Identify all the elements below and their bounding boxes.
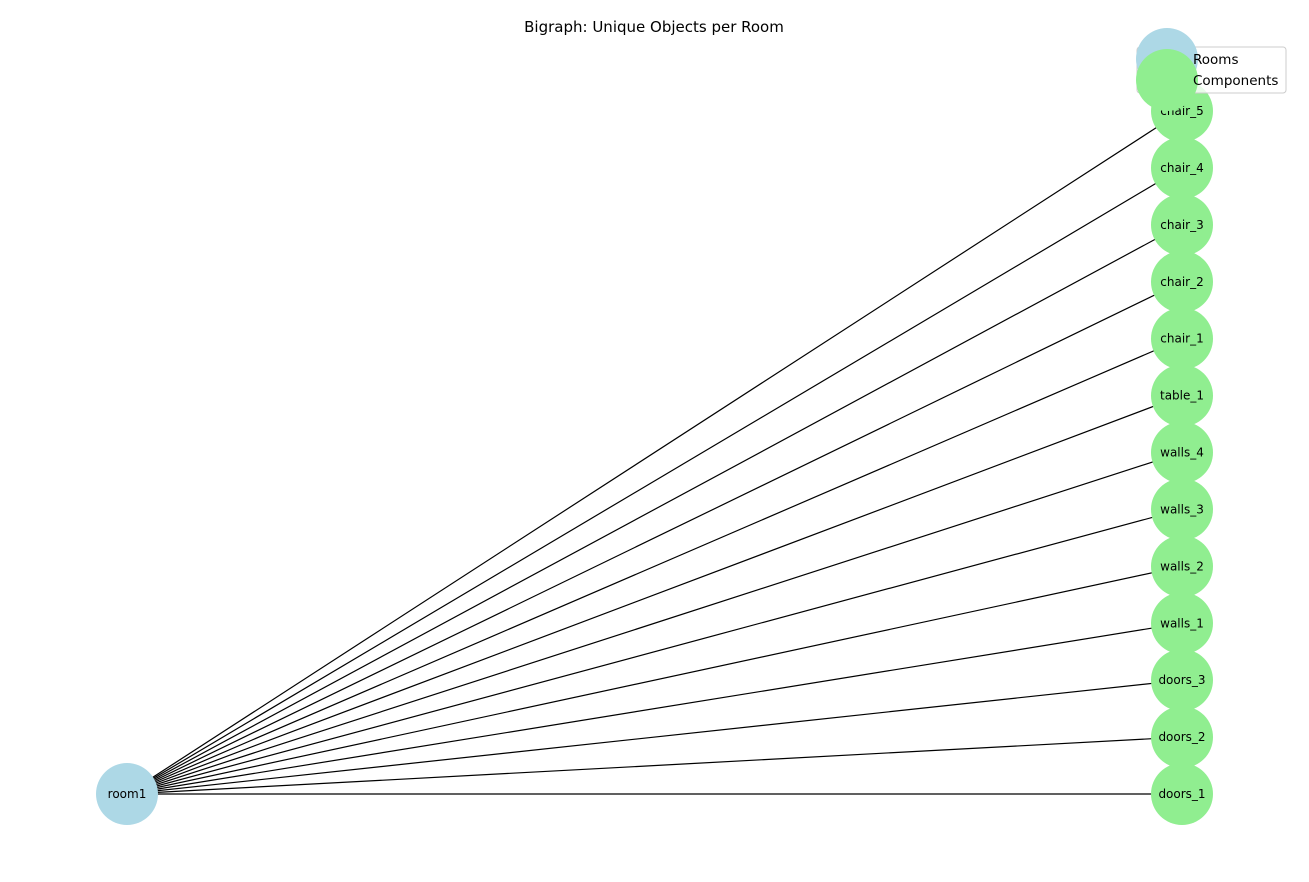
node-walls-3: walls_3 [1151, 478, 1213, 541]
edge-room1-chair_1 [126, 338, 1183, 795]
edge-room1-chair_5 [126, 110, 1183, 795]
node-walls-4-circle [1151, 421, 1213, 484]
node-walls-4: walls_4 [1151, 421, 1213, 484]
node-doors-3: doors_3 [1151, 649, 1213, 712]
node-chair-1-label: chair_1 [1160, 332, 1203, 346]
node-chair-1: chair_1 [1151, 307, 1213, 370]
node-doors-1-label: doors_1 [1158, 787, 1205, 801]
edge-room1-doors_2 [126, 736, 1183, 795]
node-doors-3-label: doors_3 [1158, 673, 1205, 687]
node-chair-3-circle [1151, 193, 1213, 256]
edge-room1-doors_3 [126, 679, 1183, 795]
node-chair-4: chair_4 [1151, 136, 1213, 199]
node-table-1: table_1 [1151, 364, 1213, 427]
edge-room1-chair_3 [126, 224, 1183, 795]
edge-room1-walls_4 [126, 451, 1183, 795]
edge-room1-table_1 [126, 395, 1183, 795]
node-room1-circle [96, 763, 158, 825]
node-doors-1-circle [1151, 763, 1213, 825]
node-walls-1-circle [1151, 592, 1213, 655]
node-chair-4-label: chair_4 [1160, 161, 1203, 175]
node-doors-2: doors_2 [1151, 706, 1213, 769]
node-walls-2-label: walls_2 [1160, 559, 1204, 573]
node-room1: room1 [96, 763, 158, 825]
node-doors-2-circle [1151, 706, 1213, 769]
node-doors-3-circle [1151, 649, 1213, 712]
edge-room1-walls_3 [126, 508, 1183, 795]
node-chair-1-circle [1151, 307, 1213, 370]
node-doors-2-label: doors_2 [1158, 730, 1205, 744]
node-table-1-circle [1151, 364, 1213, 427]
edge-room1-walls_2 [126, 565, 1183, 795]
node-walls-3-label: walls_3 [1160, 502, 1204, 516]
node-chair-2-label: chair_2 [1160, 275, 1203, 289]
edge-room1-chair_4 [126, 167, 1183, 795]
node-chair-3-label: chair_3 [1160, 218, 1203, 232]
chart-title: Bigraph: Unique Objects per Room [524, 18, 784, 36]
node-walls-2: walls_2 [1151, 535, 1213, 598]
node-walls-1-label: walls_1 [1160, 616, 1204, 630]
node-walls-2-circle [1151, 535, 1213, 598]
node-chair-2: chair_2 [1151, 250, 1213, 313]
legend-components-label: Components [1193, 73, 1278, 89]
node-chair-3: chair_3 [1151, 193, 1213, 256]
edge-room1-chair_2 [126, 281, 1183, 795]
edge-room1-walls_1 [126, 622, 1183, 795]
node-room1-label: room1 [108, 787, 147, 801]
node-chair-2-circle [1151, 250, 1213, 313]
node-chair-4-circle [1151, 136, 1213, 199]
legend-components-marker [1136, 49, 1198, 111]
node-table-1-label: table_1 [1160, 389, 1204, 403]
nodes-group: doors_1 doors_2 doors_3 walls_1 walls_2 walls… [96, 80, 1213, 825]
node-walls-3-circle [1151, 478, 1213, 541]
legend: Rooms Components [1136, 28, 1287, 111]
node-walls-4-label: walls_4 [1160, 446, 1204, 460]
node-walls-1: walls_1 [1151, 592, 1213, 655]
legend-rooms-label: Rooms [1193, 52, 1238, 68]
edges-group [126, 110, 1183, 795]
node-doors-1: doors_1 [1151, 763, 1213, 825]
